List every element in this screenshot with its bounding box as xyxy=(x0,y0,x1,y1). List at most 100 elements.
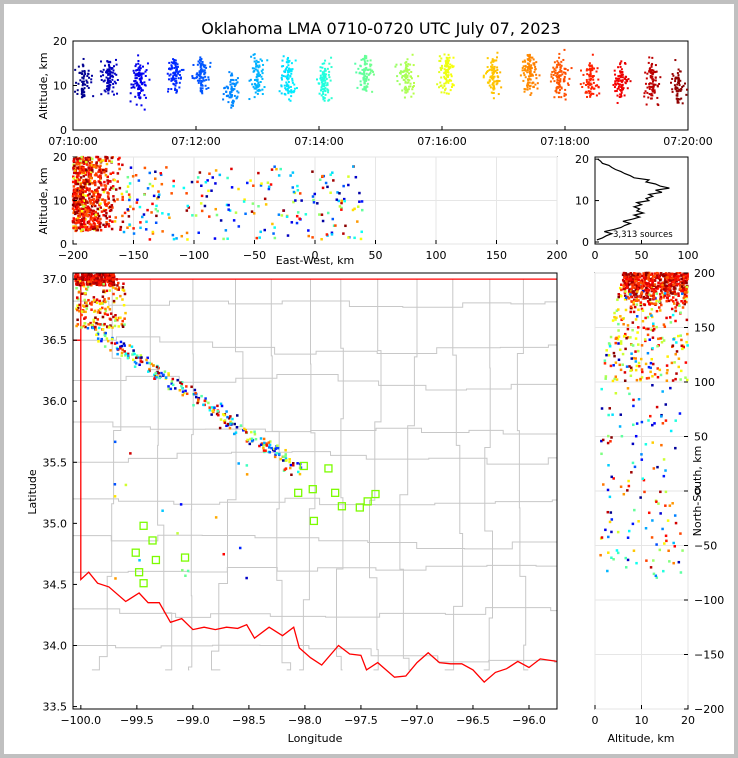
source-point xyxy=(629,282,633,286)
source-point xyxy=(89,218,92,221)
source-point xyxy=(673,290,676,293)
source-point xyxy=(406,89,409,92)
source-point xyxy=(676,100,679,103)
source-point xyxy=(228,71,231,74)
source-point xyxy=(106,202,109,206)
source-point xyxy=(651,329,655,332)
source-point xyxy=(681,301,685,305)
source-point xyxy=(674,77,677,80)
time-tick-label: 07:14:00 xyxy=(294,135,343,148)
source-point xyxy=(150,362,153,366)
source-point xyxy=(103,312,107,316)
source-point xyxy=(158,376,162,380)
source-point xyxy=(75,81,78,84)
source-point xyxy=(298,192,302,195)
source-point xyxy=(86,210,89,214)
source-point xyxy=(665,281,668,284)
source-point xyxy=(88,189,91,192)
source-point xyxy=(196,79,199,82)
source-point xyxy=(559,66,562,69)
source-point xyxy=(90,195,94,198)
source-point xyxy=(636,282,640,285)
source-point xyxy=(139,81,142,84)
source-point xyxy=(82,166,85,170)
source-point xyxy=(588,92,591,95)
source-point xyxy=(634,318,638,321)
source-point xyxy=(354,175,358,179)
source-point xyxy=(284,87,287,90)
source-point xyxy=(564,72,567,75)
source-point xyxy=(251,83,254,86)
source-point xyxy=(120,351,124,355)
source-point xyxy=(229,93,232,96)
source-point xyxy=(225,90,228,93)
source-point xyxy=(644,82,647,85)
source-point xyxy=(87,72,90,75)
source-point xyxy=(237,225,241,228)
source-point xyxy=(237,187,240,191)
source-point xyxy=(71,203,75,207)
source-point xyxy=(112,299,116,303)
source-point xyxy=(138,559,141,562)
lma-station-marker xyxy=(308,485,317,494)
source-point xyxy=(151,232,155,235)
histogram-y-tick-label: 20 xyxy=(575,153,589,166)
source-point xyxy=(286,83,289,86)
source-point xyxy=(621,363,624,367)
source-point xyxy=(582,82,585,85)
source-point xyxy=(669,284,673,288)
source-point xyxy=(528,78,531,81)
source-point xyxy=(524,60,527,63)
source-point xyxy=(631,344,635,347)
source-point xyxy=(324,67,327,70)
source-point xyxy=(78,190,82,194)
source-point xyxy=(134,95,137,98)
source-point xyxy=(102,213,105,217)
source-point xyxy=(683,300,687,303)
altitude-ew-xlabel: East-West, km xyxy=(276,254,354,267)
source-point xyxy=(113,483,117,486)
source-point xyxy=(672,561,675,565)
source-point xyxy=(672,275,676,278)
source-point xyxy=(614,318,617,321)
source-point xyxy=(603,362,607,365)
source-point xyxy=(106,175,109,179)
source-point xyxy=(136,198,139,202)
source-point xyxy=(368,73,371,76)
source-point xyxy=(98,302,102,306)
source-point xyxy=(659,490,662,494)
source-point xyxy=(214,516,218,519)
source-point xyxy=(109,186,113,189)
source-point xyxy=(101,198,105,201)
source-point xyxy=(443,75,446,78)
source-point xyxy=(75,200,79,204)
source-point xyxy=(677,365,680,369)
source-point xyxy=(174,80,177,83)
county-line xyxy=(73,607,557,618)
source-point xyxy=(619,95,622,98)
source-point xyxy=(85,188,89,192)
source-point xyxy=(444,87,447,90)
source-point xyxy=(288,67,291,70)
source-point xyxy=(674,80,677,83)
source-point xyxy=(637,520,640,523)
source-point xyxy=(412,92,415,95)
source-point xyxy=(102,290,105,294)
source-point xyxy=(160,371,163,375)
source-point xyxy=(88,161,92,165)
source-point xyxy=(203,204,207,208)
source-point xyxy=(279,457,282,461)
source-point xyxy=(255,65,258,68)
source-point xyxy=(193,392,196,396)
source-point xyxy=(83,94,86,97)
source-point xyxy=(289,85,292,88)
source-point xyxy=(167,372,170,375)
source-point xyxy=(78,279,82,283)
source-point xyxy=(193,388,197,392)
source-point xyxy=(631,286,634,289)
source-point xyxy=(108,69,111,72)
source-point xyxy=(614,337,618,340)
source-point xyxy=(678,304,681,307)
source-point xyxy=(231,78,234,81)
source-point xyxy=(558,76,561,79)
